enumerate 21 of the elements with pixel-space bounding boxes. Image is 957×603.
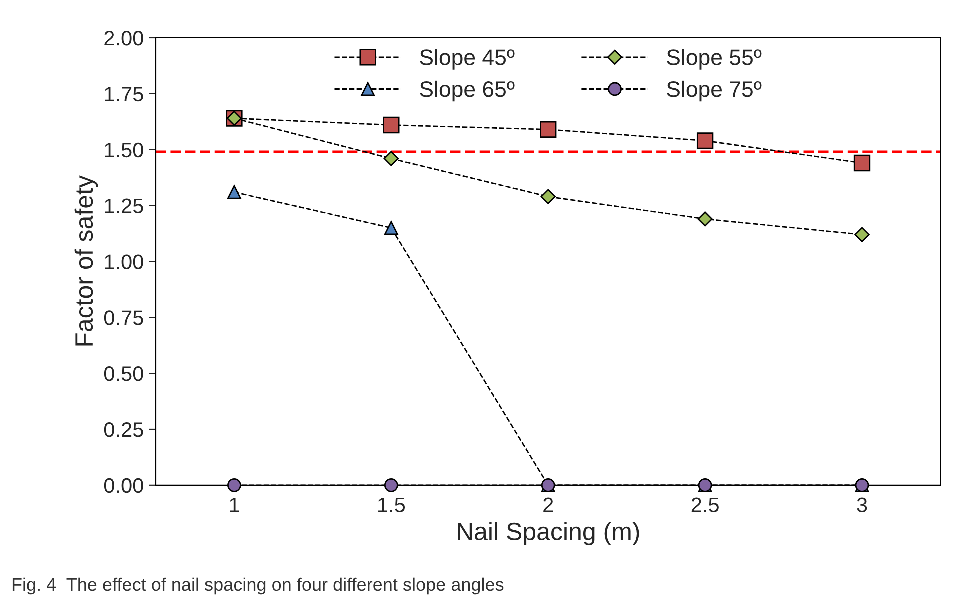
x-tick-label: 3 bbox=[857, 498, 868, 513]
y-tick-label: 0.75 bbox=[104, 310, 144, 326]
x-tick-label: 1 bbox=[230, 498, 240, 512]
y-tick-label: 1.75 bbox=[105, 87, 144, 102]
y-tick-label: 2.00 bbox=[104, 30, 144, 46]
legend-label: Slope 55º bbox=[667, 49, 762, 70]
legend-label: Slope 45º bbox=[420, 49, 515, 70]
legend-label: Slope 65º bbox=[420, 80, 515, 102]
x-tick-label: 1.5 bbox=[378, 498, 406, 513]
y-tick-label: 1.25 bbox=[105, 198, 144, 214]
y-axis-title: Factor of safety bbox=[74, 176, 98, 346]
x-axis-title: Nail Spacing (m) bbox=[458, 522, 640, 546]
y-tick-label: 0.50 bbox=[104, 366, 144, 382]
y-tick-label: 0.00 bbox=[104, 478, 144, 494]
y-tick-label: 1.00 bbox=[105, 254, 144, 270]
x-tick-label: 2 bbox=[544, 498, 554, 512]
legend-label: Slope 75º bbox=[667, 80, 762, 102]
caption: Fig. 4 The effect of nail spacing on four different slope angles bbox=[12, 578, 504, 595]
x-tick-label: 2.5 bbox=[692, 498, 719, 513]
y-tick-label: 1.50 bbox=[105, 142, 144, 158]
y-tick-label: 0.25 bbox=[104, 422, 144, 438]
